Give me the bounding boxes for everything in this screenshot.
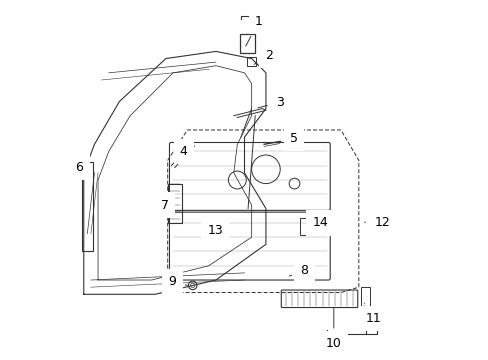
Text: 3: 3 <box>257 96 284 109</box>
Text: 11: 11 <box>364 303 381 325</box>
Bar <box>82 162 93 251</box>
Bar <box>360 287 369 307</box>
Text: 5: 5 <box>275 132 297 145</box>
Text: 1: 1 <box>245 14 262 46</box>
Text: 13: 13 <box>207 224 224 237</box>
Text: 8: 8 <box>288 264 308 276</box>
Text: 4: 4 <box>180 145 187 158</box>
Text: 7: 7 <box>161 198 169 212</box>
Bar <box>167 184 182 223</box>
Text: 12: 12 <box>364 216 389 229</box>
Bar <box>247 58 256 66</box>
Bar <box>240 33 254 53</box>
Bar <box>299 217 305 235</box>
Text: 6: 6 <box>75 161 87 175</box>
Text: 2: 2 <box>254 49 273 64</box>
Text: 14: 14 <box>309 216 327 229</box>
Text: 10: 10 <box>325 309 341 350</box>
Text: 9: 9 <box>168 275 187 288</box>
